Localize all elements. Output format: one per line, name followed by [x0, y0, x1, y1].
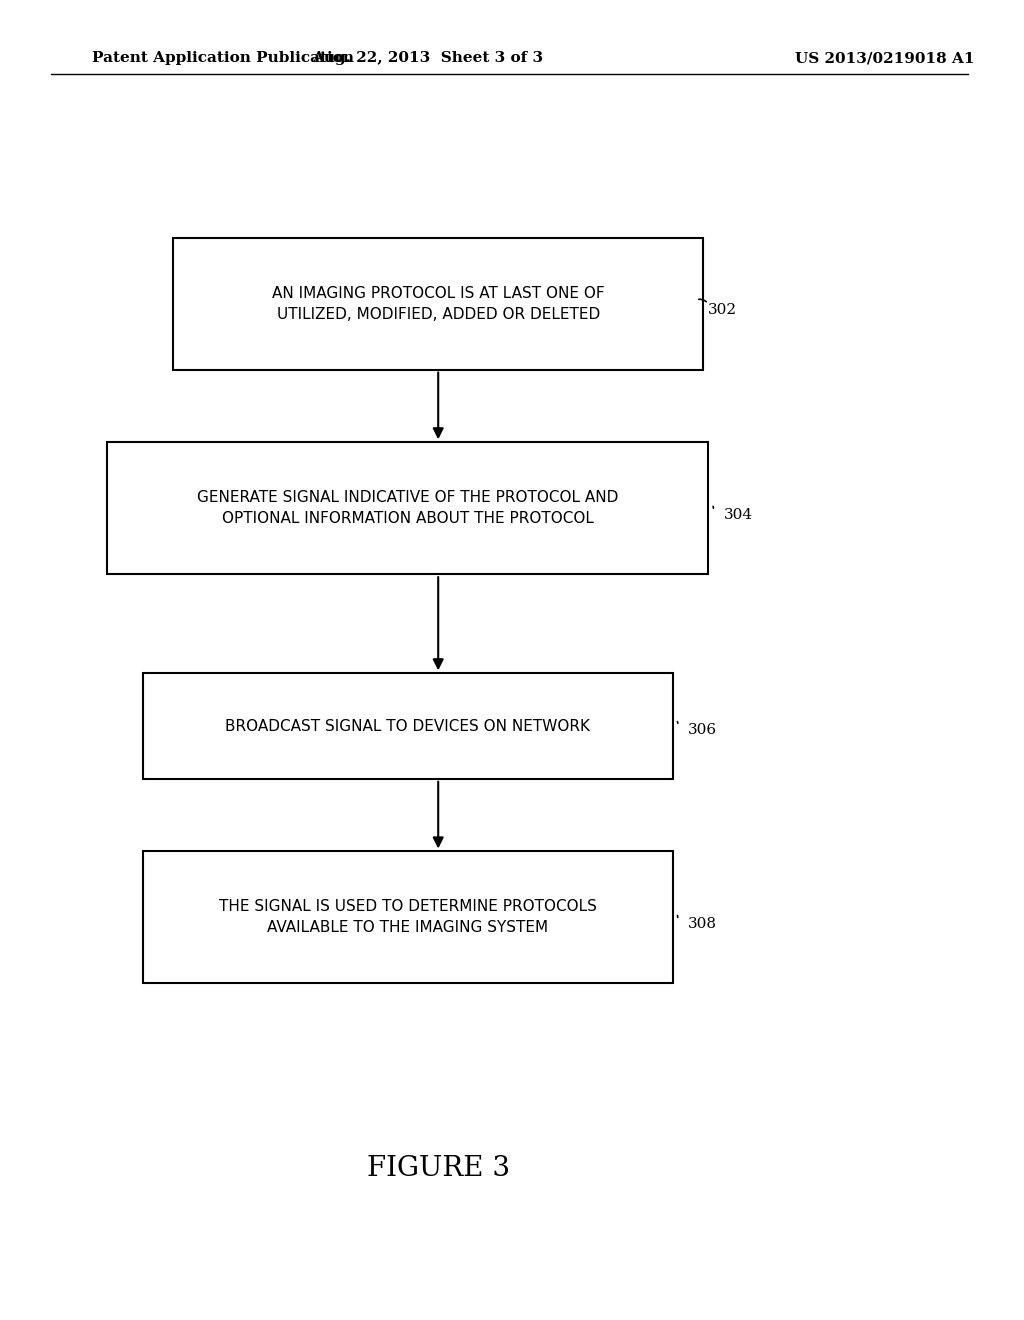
Text: FIGURE 3: FIGURE 3 [367, 1155, 510, 1181]
Text: BROADCAST SIGNAL TO DEVICES ON NETWORK: BROADCAST SIGNAL TO DEVICES ON NETWORK [225, 718, 590, 734]
Text: Aug. 22, 2013  Sheet 3 of 3: Aug. 22, 2013 Sheet 3 of 3 [312, 51, 544, 65]
Text: 302: 302 [709, 304, 737, 317]
FancyBboxPatch shape [142, 673, 673, 779]
Text: 306: 306 [688, 723, 717, 737]
Text: GENERATE SIGNAL INDICATIVE OF THE PROTOCOL AND
OPTIONAL INFORMATION ABOUT THE PR: GENERATE SIGNAL INDICATIVE OF THE PROTOC… [197, 490, 618, 527]
Text: US 2013/0219018 A1: US 2013/0219018 A1 [795, 51, 975, 65]
FancyBboxPatch shape [142, 851, 673, 983]
Text: THE SIGNAL IS USED TO DETERMINE PROTOCOLS
AVAILABLE TO THE IMAGING SYSTEM: THE SIGNAL IS USED TO DETERMINE PROTOCOL… [219, 899, 597, 936]
Text: 304: 304 [724, 508, 753, 521]
Text: Patent Application Publication: Patent Application Publication [92, 51, 353, 65]
Text: AN IMAGING PROTOCOL IS AT LAST ONE OF
UTILIZED, MODIFIED, ADDED OR DELETED: AN IMAGING PROTOCOL IS AT LAST ONE OF UT… [272, 285, 604, 322]
FancyBboxPatch shape [106, 442, 709, 574]
Text: 308: 308 [688, 917, 717, 931]
FancyBboxPatch shape [173, 238, 703, 370]
